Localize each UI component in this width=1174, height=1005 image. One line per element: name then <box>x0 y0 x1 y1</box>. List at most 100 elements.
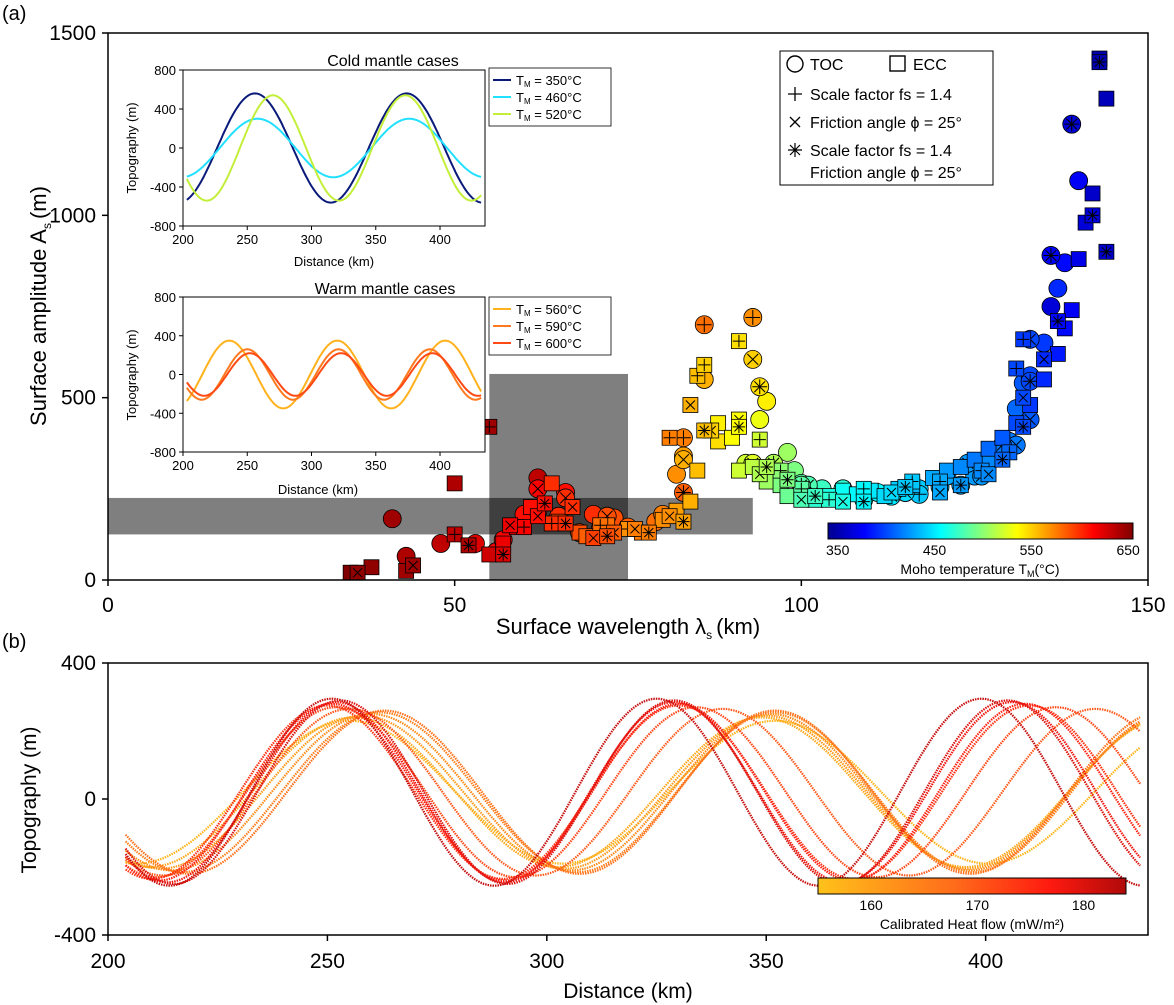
square-point-51 <box>1098 90 1115 107</box>
panel-b: (b) 200 250 300 350 400 -400 0 400 Distance (km… <box>2 631 1149 1003</box>
inset-x-tick-label-300: 300 <box>301 458 323 473</box>
square-cross-point-17 <box>932 484 948 501</box>
legend-friction-angle-label: Friction angle ϕ = 25° <box>810 115 962 132</box>
panel-a-scatter-points <box>342 50 1115 580</box>
inset-legend-label-3: TM = 600°C <box>516 336 582 352</box>
inset-cold-lines <box>185 92 482 204</box>
square-star-point-20 <box>1098 243 1115 260</box>
b-x-tick-label-350: 350 <box>749 950 784 973</box>
panel-a-shaded-regions <box>108 373 753 580</box>
square-star-point-13 <box>855 493 872 510</box>
topography-line-12 <box>124 699 1141 886</box>
square-plus-point-14 <box>821 491 837 508</box>
square-star-point-6 <box>640 524 657 541</box>
legend-circle-icon <box>786 55 804 73</box>
inset-y-tick-label-400: 400 <box>154 102 176 117</box>
square-cross-point-18 <box>980 466 997 483</box>
square-cross-point-6 <box>585 530 602 546</box>
b-x-tick-label-200: 200 <box>90 950 125 973</box>
square-cross-point-1 <box>349 564 366 580</box>
panel-a-y-axis-label: Surface amplitude As(m) <box>26 186 54 426</box>
inset-legend-label-2: TM = 590°C <box>516 319 582 335</box>
topography-line-13 <box>124 697 1141 887</box>
panel-b-topography-lines <box>124 697 1142 887</box>
circle-plus-point-1 <box>694 315 714 335</box>
square-star-point-9 <box>731 418 747 435</box>
square-point-22 <box>731 462 747 479</box>
square-point-50 <box>1084 185 1101 202</box>
inset-line-1 <box>186 92 482 204</box>
heat-flow-colorbar <box>817 877 1127 895</box>
inset-y-tick-label-0: 0 <box>169 141 176 156</box>
square-cross-point-8 <box>627 521 643 537</box>
inset-x-tick-label-200: 200 <box>172 458 194 473</box>
square-cross-point-4 <box>529 508 546 525</box>
inset-y-tick-label--400: -400 <box>150 406 176 421</box>
inset-line-3 <box>186 352 482 397</box>
square-plus-point-10 <box>731 333 747 350</box>
topography-line-3 <box>125 714 1141 870</box>
y-tick-label-1000: 1000 <box>49 204 96 227</box>
topography-line-7 <box>124 707 1141 877</box>
square-star-point-10 <box>758 459 775 475</box>
panel-b-label: (b) <box>2 631 26 653</box>
moho-colorbar-ticks: 350 450 550 650 <box>826 542 1140 558</box>
inset-cold-y-label: Topography (m) <box>124 102 139 193</box>
legend-plus-icon <box>788 87 802 101</box>
circle-plus-point-2 <box>743 308 763 327</box>
inset-legend-label-3: TM = 520°C <box>516 107 582 123</box>
square-point-18 <box>689 462 706 479</box>
square-plus-point-9 <box>696 356 713 373</box>
square-point-9 <box>543 475 560 492</box>
inset-legend-label-2: TM = 460°C <box>516 90 582 106</box>
circle-plus-point-3 <box>674 428 693 448</box>
legend-cross-icon <box>789 116 801 128</box>
square-cross-point-5 <box>564 499 581 515</box>
panel-b-x-axis-label: Distance (km) <box>563 980 693 1003</box>
legend-toc-label: TOC <box>810 57 843 74</box>
inset-cold-mantle: 200 250 300 350 400 -800 -400 0 400 800 Cold mant… <box>124 53 612 269</box>
square-point-44 <box>1036 371 1052 388</box>
heat-flow-colorbar-tick-170: 170 <box>966 897 990 913</box>
square-star-point-3 <box>536 495 553 512</box>
inset-y-tick-label-0: 0 <box>169 368 176 383</box>
square-cross-point-14 <box>793 491 810 508</box>
panel-a-colorbar: 350 450 550 650 Moho temperature TM(°C) <box>826 522 1140 579</box>
square-point-4 <box>446 475 463 492</box>
moho-colorbar-label: Moho temperature TM(°C) <box>900 561 1059 579</box>
square-star-point-14 <box>897 479 914 495</box>
y-tick-label-500: 500 <box>61 387 96 410</box>
inset-warm-x-label: Distance (km) <box>278 482 358 497</box>
heat-flow-colorbar-tick-180: 180 <box>1072 897 1096 913</box>
square-star-point-19 <box>1084 207 1101 224</box>
square-plus-point-2 <box>446 526 463 543</box>
square-star-point-17 <box>1015 418 1032 435</box>
inset-x-tick-label-250: 250 <box>236 458 258 473</box>
legend-combined-label-2: Friction angle ϕ = 25° <box>810 165 962 182</box>
inset-cold-title: Cold mantle cases <box>327 53 459 70</box>
inset-y-tick-label-800: 800 <box>154 290 176 305</box>
circle-point-47 <box>1069 171 1089 191</box>
panel-b-y-axis-label: Topography (m) <box>18 726 41 873</box>
inset-y-tick-label-800: 800 <box>154 63 176 78</box>
panel-a-label: (a) <box>2 3 26 25</box>
legend-ecc-label: ECC <box>913 57 947 74</box>
legend-box <box>779 50 994 186</box>
b-x-tick-label-300: 300 <box>529 950 564 973</box>
square-cross-point-15 <box>835 493 851 510</box>
inset-x-tick-label-400: 400 <box>429 232 451 247</box>
circle-point-23 <box>750 410 770 429</box>
square-star-point-12 <box>807 488 824 505</box>
inset-warm-y-label: Topography (m) <box>124 329 139 420</box>
square-point-41 <box>994 429 1011 446</box>
inset-warm-lines <box>186 339 482 410</box>
square-point-45 <box>1049 346 1066 362</box>
inset-warm-background <box>183 297 485 452</box>
b-y-tick-label-400: 400 <box>61 652 96 675</box>
moho-colorbar-tick-350: 350 <box>826 542 850 558</box>
inset-cold-ticks: 200 250 300 350 400 -800 -400 0 400 800 <box>150 63 451 247</box>
y-tick-label-1500: 1500 <box>49 22 96 45</box>
x-tick-label-50: 50 <box>443 594 466 617</box>
